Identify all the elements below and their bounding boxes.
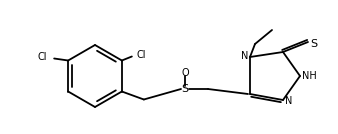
Text: N: N	[241, 51, 248, 61]
Text: S: S	[182, 84, 189, 94]
Text: Cl: Cl	[38, 51, 47, 62]
Text: NH: NH	[302, 71, 317, 81]
Text: S: S	[310, 39, 317, 49]
Text: O: O	[181, 68, 189, 78]
Text: Cl: Cl	[137, 49, 146, 59]
Text: N: N	[285, 96, 292, 106]
